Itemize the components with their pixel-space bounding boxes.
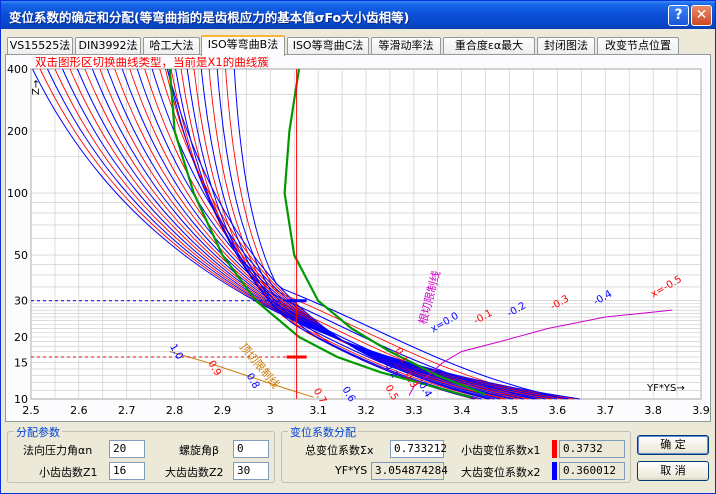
distribution-title: 变位系数分配 (288, 424, 358, 440)
tab-din3992[interactable]: DIN3992法 (75, 37, 141, 55)
y-tick-label: 15 (14, 357, 28, 370)
chart-area[interactable]: 2.5 2.6 2.7 2.8 2.9 3 3.1 3.2 3.3 3.4 3.5 3.6 3.7 3.8… (7, 57, 709, 419)
curve-x (233, 68, 566, 400)
params-group: 分配参数 (7, 424, 275, 483)
x-tick-label: 3.2 (357, 404, 375, 417)
z1-label: 小齿齿数Z1 (39, 466, 98, 479)
title-bar[interactable]: 变位系数的确定和分配(等弯曲指的是齿根应力的基本值σFo大小齿相等) ? ✕ (1, 1, 715, 29)
tab-hit[interactable]: 哈工大法 (143, 37, 200, 55)
x2-label: 大齿变位系数x2 (461, 466, 541, 479)
x-tick-label: 2.7 (118, 404, 136, 417)
close-button[interactable]: ✕ (691, 5, 712, 26)
tab-vs15525[interactable]: VS15525法 (7, 37, 73, 55)
x1-color-swatch (552, 440, 557, 458)
x1-label: 小齿变位系数x1 (461, 444, 541, 457)
x-tick-label: 3.6 (549, 404, 567, 417)
x2-field: 0.360012 (559, 462, 625, 480)
x-tick-label: 3 (267, 404, 274, 417)
beta-label: 螺旋角β (179, 444, 220, 457)
y-tick-label: 30 (14, 295, 28, 308)
curve-half-step (225, 68, 551, 400)
green-curve-z2 (283, 68, 487, 396)
x-axis-label: YF*YS→ (646, 383, 685, 394)
y-tick-label: 20 (14, 331, 28, 344)
x-tick-label: 2.6 (70, 404, 88, 417)
tab-pitch-point[interactable]: 改变节点位置 (597, 37, 679, 55)
y-tick-label: 100 (7, 187, 28, 200)
z2-field[interactable]: 30 (233, 462, 269, 480)
window-title: 变位系数的确定和分配(等弯曲指的是齿根应力的基本值σFo大小齿相等) (9, 10, 410, 25)
chart-curves (31, 68, 673, 400)
cancel-button[interactable]: 取 消 (637, 461, 709, 481)
sum-x-field[interactable]: 0.733212 (390, 440, 447, 458)
y-tick-label: 400 (7, 63, 28, 76)
tab-equal-slide[interactable]: 等滑动率法 (371, 37, 441, 55)
tab-contact-ratio[interactable]: 重合度εα最大 (443, 37, 535, 55)
distribution-group: 变位系数分配 (281, 424, 631, 483)
sum-x-label: 总变位系数Σx (305, 444, 374, 457)
ok-button[interactable]: 确 定 (637, 435, 709, 455)
curve-x (167, 68, 475, 400)
alpha-label: 法向压力角αn (23, 444, 93, 457)
x-tick-label: 3.9 (692, 404, 709, 417)
z-axis-label: Z→ (31, 80, 42, 95)
chart-ticks: 2.5 2.6 2.7 2.8 2.9 3 3.1 3.2 3.3 3.4 3.5 3.6 3.7 3.8… (7, 63, 709, 417)
x-tick-label: 3.5 (501, 404, 519, 417)
x1-field: 0.3732 (559, 440, 625, 458)
curve-x (166, 68, 490, 400)
tab-closed-graph[interactable]: 封闭图法 (537, 37, 595, 55)
curve-x (186, 68, 495, 400)
undercut-limit-line (169, 351, 314, 398)
z1-field[interactable]: 16 (109, 462, 145, 480)
x-tick-label: 3.3 (405, 404, 423, 417)
chart-hint: 双击图形区切换曲线类型，当前是X1的曲线簇 (35, 57, 269, 69)
x-tick-label: 3.4 (453, 404, 471, 417)
green-curve-z1 (168, 68, 472, 399)
yfys-label: YF*YS (335, 464, 368, 477)
curve-x (175, 68, 482, 400)
y-tick-label: 50 (14, 249, 28, 262)
x-tick-label: 3.7 (597, 404, 615, 417)
tab-iso-b[interactable]: ISO等弯曲B法 (201, 35, 285, 56)
y-tick-label: 10 (14, 393, 28, 406)
x-tick-label: 2.9 (214, 404, 232, 417)
tab-iso-c[interactable]: ISO等弯曲C法 (287, 37, 369, 55)
x2-color-swatch (552, 462, 557, 480)
x-tick-label: 2.5 (22, 404, 40, 417)
yfys-field: 3.054874284 (371, 462, 448, 480)
x-tick-label: 2.8 (166, 404, 184, 417)
z2-label: 大齿齿数Z2 (165, 466, 224, 479)
x-tick-label: 3.1 (309, 404, 327, 417)
help-button[interactable]: ? (668, 5, 689, 26)
curve-x (200, 68, 514, 400)
y-tick-label: 200 (7, 125, 28, 138)
alpha-field[interactable]: 20 (109, 440, 145, 458)
params-title: 分配参数 (14, 424, 62, 440)
beta-field[interactable]: 0 (233, 440, 269, 458)
tip-limit-line (408, 309, 673, 396)
x-tick-label: 3.8 (644, 404, 662, 417)
curve-half-step (208, 68, 525, 400)
